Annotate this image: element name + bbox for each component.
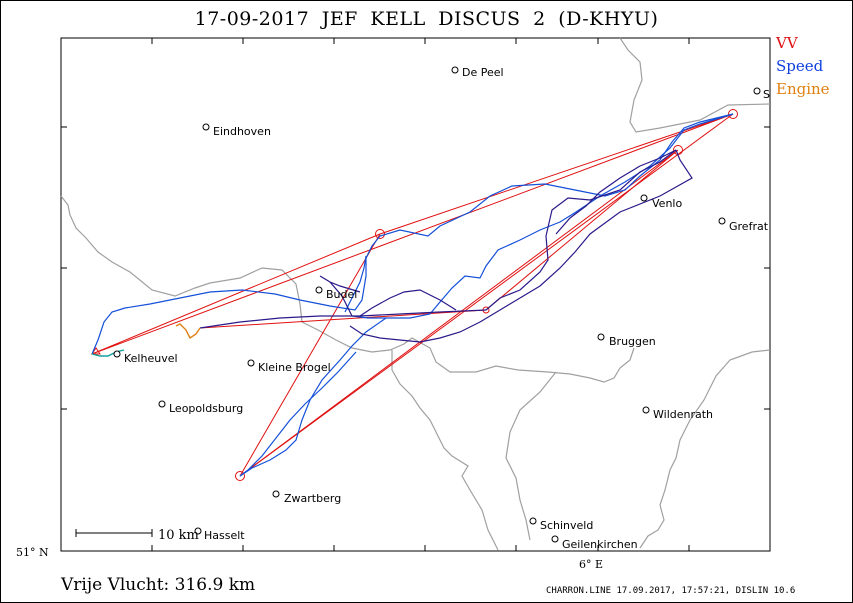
distance-summary: Vrije Vlucht: 316.9 km [61, 575, 256, 595]
place-marker [158, 400, 166, 408]
place-label: De Peel [462, 66, 504, 79]
place-label: Bruggen [609, 335, 656, 348]
legend-vv: VV [776, 34, 798, 52]
legend-engine: Engine [776, 80, 830, 98]
place-marker [247, 359, 255, 367]
place-label: Wildenrath [653, 408, 713, 421]
place-marker [113, 350, 121, 358]
latitude-label: 51° N [16, 546, 49, 559]
axis-ticks [61, 38, 770, 551]
place-marker [551, 535, 559, 543]
place-label: Venlo [652, 197, 682, 210]
place-label: Grefrat [729, 220, 769, 233]
place-marker [642, 406, 650, 414]
place-markers [113, 66, 761, 543]
place-label: Budel [326, 288, 357, 301]
place-marker [529, 517, 537, 525]
map-frame [60, 37, 771, 552]
place-label: Hasselt [204, 529, 245, 542]
place-label: Schinveld [540, 519, 593, 532]
place-labels: De Peel Eindhoven Venlo Grefrat Budel Ke… [124, 66, 770, 551]
place-marker [640, 194, 648, 202]
turnpoint-circle [375, 229, 385, 239]
place-label: Kelheuvel [124, 352, 178, 365]
scale-bar [75, 529, 153, 537]
start-marker [91, 347, 101, 355]
task-lines [91, 113, 734, 477]
place-marker [451, 66, 459, 74]
place-marker [272, 490, 280, 498]
place-marker [202, 123, 210, 131]
place-label: Geilenkirchen [562, 538, 638, 551]
flight-track [199, 149, 693, 343]
place-marker [753, 87, 761, 95]
place-marker [597, 333, 605, 341]
place-marker [718, 217, 726, 225]
place-label: Leopoldsburg [169, 402, 243, 415]
flight-title: 17-09-2017 JEF KELL DISCUS 2 (D-KHYU) [194, 8, 659, 30]
longitude-label: 6° E [579, 558, 603, 571]
legend-speed: Speed [776, 57, 824, 75]
scale-bar-label: 10 km [158, 528, 199, 543]
turnpoint-circle [235, 471, 245, 481]
flight-track-fast [91, 113, 734, 477]
place-marker [194, 527, 202, 535]
place-label: S [763, 88, 770, 101]
engine-segment [175, 323, 201, 340]
place-label: Zwartberg [284, 492, 341, 505]
credits-line: CHARRON.LINE 17.09.2017, 17:57:21, DISLI… [546, 586, 796, 596]
turnpoint-circle [728, 109, 738, 119]
country-borders [60, 37, 771, 551]
place-marker [315, 286, 323, 294]
place-label: Eindhoven [213, 125, 271, 138]
place-label: Kleine Brogel [258, 361, 331, 374]
